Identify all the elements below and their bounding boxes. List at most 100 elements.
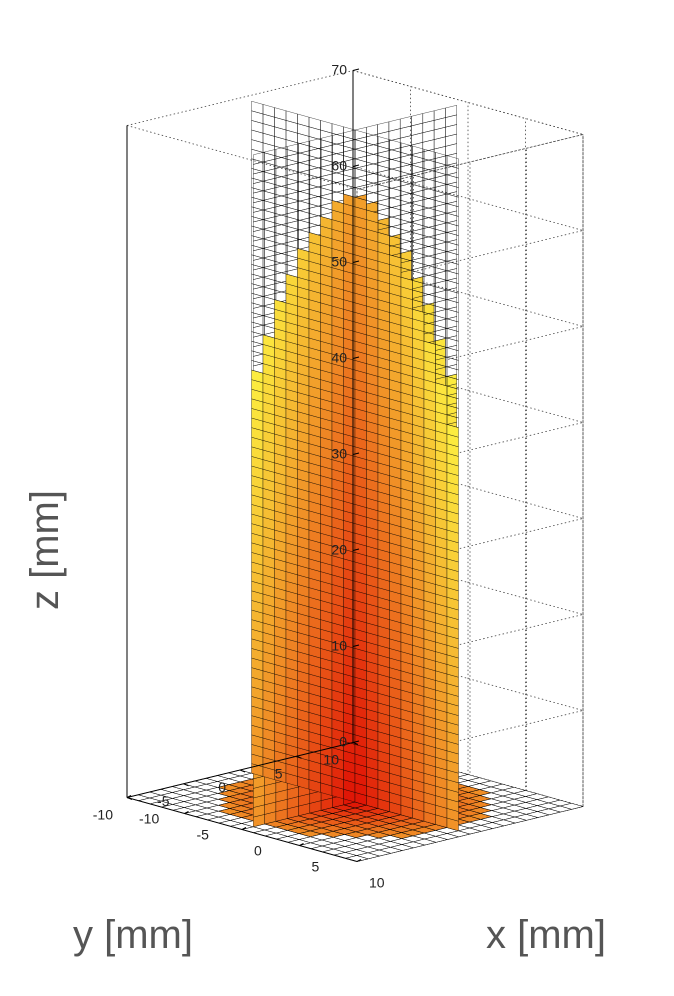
mesh-cell <box>377 155 390 169</box>
mesh-cell <box>445 143 457 157</box>
mesh-cell <box>377 131 390 144</box>
mesh-cell <box>285 196 298 211</box>
mesh-cell <box>285 120 298 134</box>
y-tick-label: -5 <box>157 793 170 809</box>
mesh-cell <box>412 174 425 188</box>
floor-cell <box>559 803 584 810</box>
y-tick-mark <box>352 742 359 745</box>
mesh-cell <box>377 169 390 183</box>
mesh-cell <box>298 179 310 193</box>
mesh-cell <box>308 126 321 140</box>
mesh-cell <box>377 145 390 160</box>
mesh-cell <box>285 225 298 240</box>
mesh-cell <box>308 184 321 198</box>
mesh-cell <box>297 132 310 147</box>
mesh-cell <box>433 136 446 150</box>
z-tick-mark <box>352 548 360 551</box>
mesh-cell <box>297 200 310 214</box>
mesh-cell <box>320 177 333 192</box>
mesh-cell <box>354 139 367 153</box>
mesh-cell <box>389 196 402 211</box>
mesh-cell <box>377 188 390 202</box>
mesh-cell <box>354 155 367 169</box>
x-tick-mark <box>299 843 304 846</box>
mesh-cell <box>285 148 298 163</box>
mesh-cell <box>412 241 425 256</box>
mesh-cell <box>412 155 425 169</box>
mesh-cell <box>412 222 425 236</box>
mesh-cell <box>400 209 413 224</box>
mesh-cell <box>320 135 333 149</box>
z-tick-mark <box>352 452 360 455</box>
mesh-cell <box>285 110 298 124</box>
mesh-cell <box>422 273 435 287</box>
mesh-cell <box>422 206 435 220</box>
z-tick-label: 10 <box>331 638 347 654</box>
mesh-cell <box>422 254 435 268</box>
x-tick-label: -10 <box>139 811 159 827</box>
mesh-cell <box>445 105 457 118</box>
mesh-cell <box>433 126 446 140</box>
mesh-cell <box>262 113 275 128</box>
mesh-cell <box>354 136 367 150</box>
mesh-cell <box>320 173 333 187</box>
mesh-cell <box>422 225 435 239</box>
mesh-cell <box>298 207 310 221</box>
mesh-cell <box>275 271 288 284</box>
mesh-cell <box>251 129 264 144</box>
mesh-cell <box>433 107 446 121</box>
mesh-cell <box>422 139 435 153</box>
mesh-cell <box>275 223 288 236</box>
x-tick-label: 5 <box>312 859 320 875</box>
mesh-cell <box>262 104 275 118</box>
mesh-cell <box>331 123 344 137</box>
y-axis-label: y [mm] <box>73 913 193 957</box>
mesh-cell <box>400 180 413 195</box>
mesh-cell <box>275 261 288 275</box>
mesh-cell <box>377 140 390 154</box>
mesh-cell <box>377 184 390 198</box>
z-tick-label: 20 <box>331 542 347 558</box>
y-tick-mark <box>183 783 189 787</box>
mesh-cell <box>308 136 321 150</box>
mesh-cell <box>389 148 402 163</box>
mesh-cell <box>377 198 390 212</box>
mesh-cell <box>377 150 390 164</box>
mesh-cell <box>412 164 425 179</box>
mesh-cell <box>422 244 435 258</box>
mesh-cell <box>377 121 390 135</box>
mesh-cell <box>274 116 287 131</box>
mesh-cell <box>298 227 310 241</box>
mesh-cell <box>297 152 310 166</box>
mesh-cell <box>285 168 298 182</box>
x-tick-label: -5 <box>197 827 210 843</box>
mesh-cell <box>445 114 457 128</box>
mesh-cell <box>298 150 310 164</box>
mesh-cell <box>389 139 402 153</box>
mesh-cell <box>275 213 288 227</box>
y-tick-label: 0 <box>218 779 226 795</box>
mesh-cell <box>297 171 310 185</box>
mesh-cell <box>262 123 275 137</box>
mesh-cell <box>388 118 401 132</box>
z-tick-label: 50 <box>331 254 347 270</box>
mesh-cell <box>422 129 435 143</box>
mesh-cell <box>275 155 288 169</box>
mesh-cell <box>285 139 298 153</box>
mesh-cell <box>297 113 310 128</box>
z-tick-label: 40 <box>331 350 347 366</box>
mesh-cell <box>400 125 412 139</box>
mesh-cell <box>274 126 287 140</box>
x-tick-mark <box>356 859 362 862</box>
mesh-cell <box>320 144 333 158</box>
mesh-cell <box>308 155 321 169</box>
mesh-cell <box>285 158 298 172</box>
mesh-cell <box>275 194 288 208</box>
mesh-cell <box>297 180 310 195</box>
mesh-cell <box>308 203 321 217</box>
z-tick-mark <box>352 356 360 359</box>
x-tick-mark <box>184 811 189 814</box>
z-axis-label: z [mm] <box>23 490 67 610</box>
mesh-cell <box>411 122 423 136</box>
mesh-cell <box>445 133 457 147</box>
